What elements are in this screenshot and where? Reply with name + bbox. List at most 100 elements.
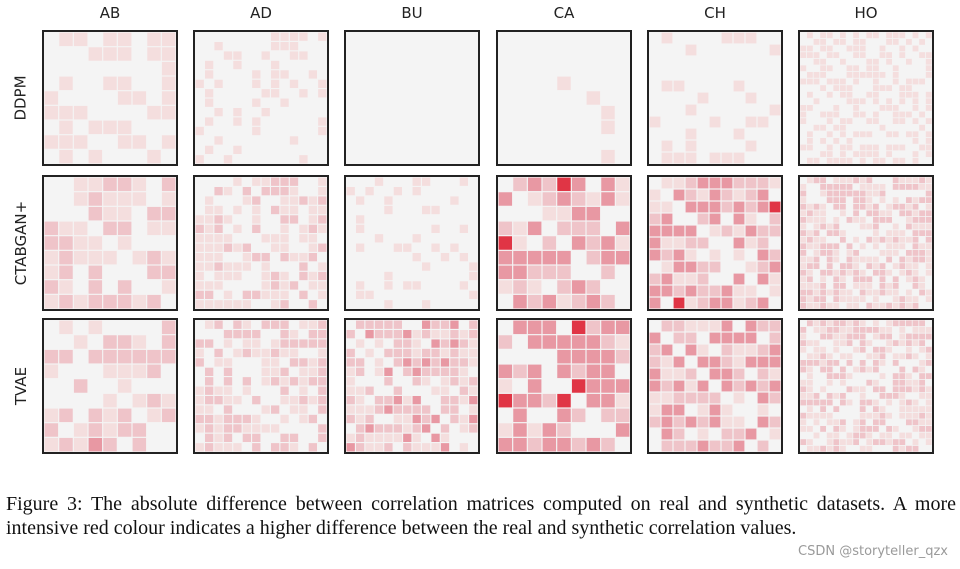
heatmap-cell (820, 230, 827, 237)
heatmap-cell (757, 261, 769, 273)
heatmap-cell (859, 406, 866, 413)
heatmap-cell (846, 263, 853, 270)
heatmap-cell (826, 197, 833, 204)
heatmap-cell (846, 45, 853, 52)
heatmap-cell (826, 151, 833, 158)
heatmap-cell (103, 335, 117, 349)
heatmap-cell (132, 135, 147, 149)
heatmap-cell (846, 157, 853, 164)
heatmap-cell (820, 197, 827, 204)
heatmap-cell (289, 424, 299, 433)
heatmap-cell (73, 120, 88, 135)
heatmap-cell (866, 118, 873, 125)
heatmap-cell (813, 85, 820, 92)
heatmap-cell (242, 433, 252, 443)
heatmap-cell (745, 237, 757, 249)
heatmap-cell (223, 32, 233, 41)
heatmap-cell (820, 38, 827, 45)
heatmap-cell (280, 386, 289, 395)
heatmap-cell (261, 117, 270, 126)
heatmap-cell (733, 392, 745, 404)
heatmap-cell (542, 32, 557, 47)
heatmap-cell (289, 329, 299, 339)
heatmap-cell (806, 157, 813, 164)
heatmap-cell (833, 151, 840, 158)
heatmap-cell (270, 243, 280, 252)
heatmap-cell (59, 32, 73, 47)
heatmap-cell (833, 282, 840, 289)
heatmap-cell (469, 205, 478, 215)
heatmap-cell (820, 98, 827, 105)
heatmap-cell (886, 386, 893, 393)
heatmap-cell (469, 433, 478, 443)
heatmap-cell (905, 346, 912, 353)
heatmap-cell (709, 44, 721, 56)
heatmap-cell (498, 423, 513, 437)
heatmap-cell (925, 38, 932, 45)
heatmap-cell (813, 38, 820, 45)
heatmap-cell (261, 79, 270, 89)
heatmap-cell (242, 262, 252, 271)
heatmap-cell (685, 380, 697, 392)
heatmap-cell (905, 445, 912, 452)
heatmap-cell (846, 230, 853, 237)
heatmap-cell (393, 405, 403, 414)
heatmap-cell (147, 105, 161, 120)
heatmap-cell (872, 85, 879, 92)
heatmap-cell (757, 404, 769, 416)
heatmap-cell (318, 386, 327, 395)
heatmap-cell (459, 271, 469, 281)
heatmap-cell (826, 65, 833, 72)
heatmap-cell (733, 68, 745, 80)
heatmap-cell (912, 249, 919, 256)
heatmap-cell (440, 234, 450, 243)
heatmap-svg (195, 177, 327, 309)
heatmap-cell (859, 45, 866, 52)
heatmap-cell (374, 215, 384, 224)
heatmap-cell (374, 224, 384, 234)
heatmap-cell (733, 237, 745, 249)
heatmap-cell (117, 294, 132, 309)
heatmap-cell (859, 78, 866, 85)
heatmap-cell (195, 32, 204, 41)
heatmap-cell (204, 424, 214, 433)
heatmap-cell (103, 206, 117, 221)
heatmap-cell (853, 333, 860, 340)
heatmap-cell (925, 144, 932, 151)
heatmap-cell (899, 190, 906, 197)
heatmap-cell (709, 297, 721, 309)
heatmap-cell (571, 349, 586, 364)
heatmap-cell (374, 433, 384, 443)
heatmap-cell (872, 302, 879, 309)
heatmap-cell (214, 320, 223, 329)
heatmap-cell (859, 98, 866, 105)
heatmap-tvae-ca (496, 318, 632, 454)
heatmap-cell (839, 406, 846, 413)
heatmap-cell (365, 70, 374, 79)
heatmap-cell (318, 215, 327, 224)
heatmap-cell (685, 368, 697, 380)
heatmap-cell (899, 439, 906, 446)
heatmap-cell (289, 215, 299, 224)
heatmap-cell (800, 340, 807, 347)
heatmap-cell (912, 78, 919, 85)
heatmap-cell (270, 107, 280, 117)
heatmap-cell (615, 91, 630, 105)
heatmap-cell (800, 276, 807, 283)
heatmap-cell (769, 380, 781, 392)
heatmap-cell (252, 252, 261, 262)
heatmap-cell (912, 223, 919, 230)
heatmap-cell (745, 404, 757, 416)
heatmap-cell (242, 424, 252, 433)
heatmap-cell (431, 136, 440, 145)
heatmap-cell (355, 79, 365, 89)
heatmap-cell (252, 262, 261, 271)
heatmap-cell (661, 368, 673, 380)
heatmap-cell (859, 223, 866, 230)
heatmap-cell (469, 243, 478, 252)
heatmap-cell (318, 205, 327, 215)
heatmap-cell (440, 367, 450, 377)
heatmap-cell (661, 320, 673, 332)
heatmap-cell (204, 252, 214, 262)
heatmap-cell (440, 155, 450, 164)
